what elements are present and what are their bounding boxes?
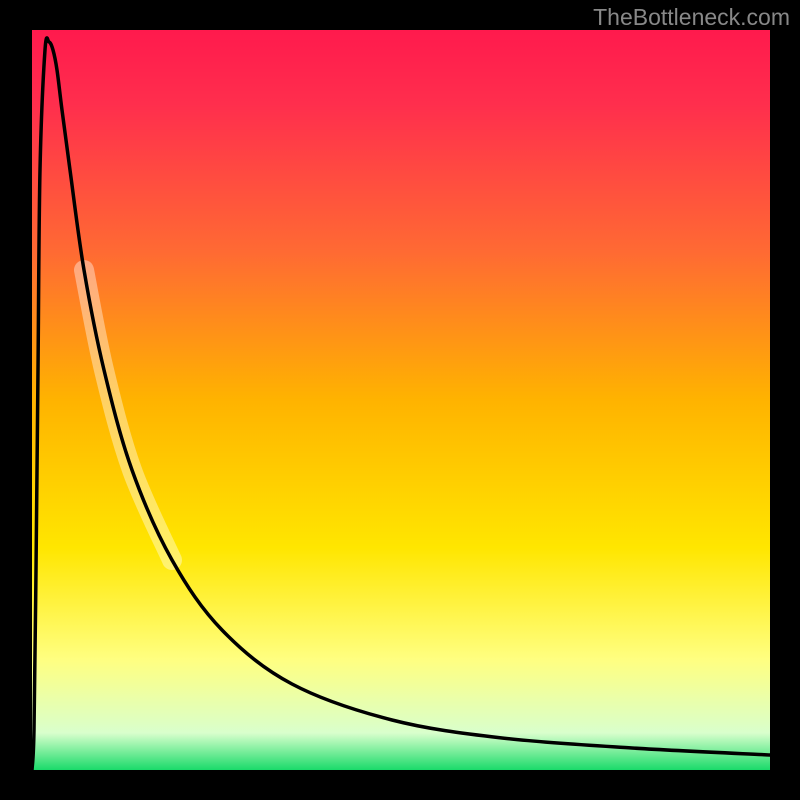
curve-highlight bbox=[84, 270, 172, 560]
curve-path bbox=[32, 38, 770, 770]
watermark-text: TheBottleneck.com bbox=[593, 4, 790, 31]
bottleneck-curve bbox=[0, 0, 800, 800]
bottleneck-chart: TheBottleneck.com bbox=[0, 0, 800, 800]
